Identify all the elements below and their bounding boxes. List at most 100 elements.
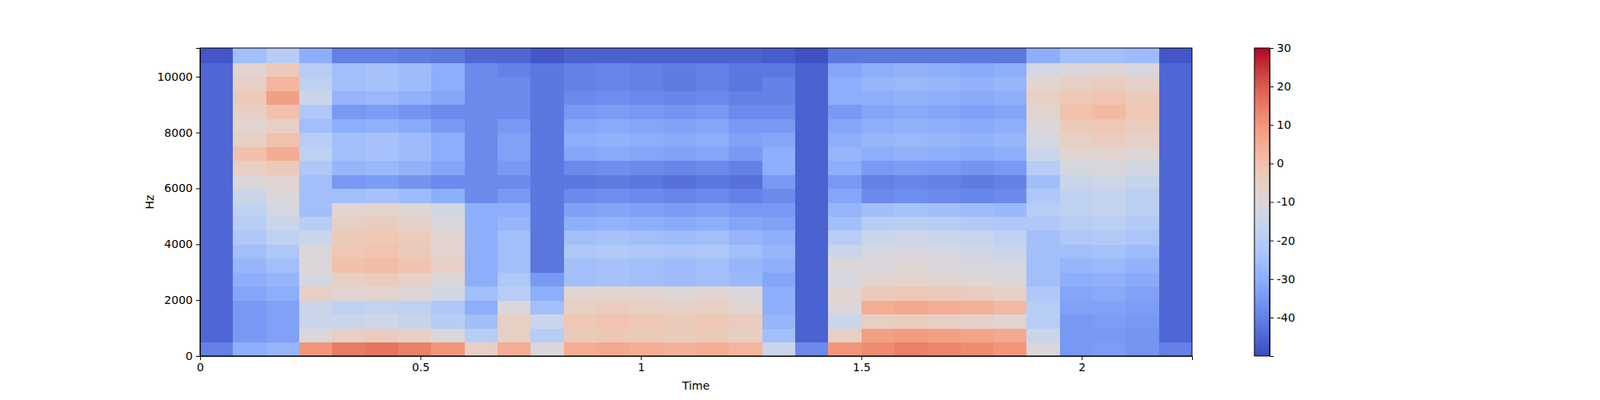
heatmap-cell: [1125, 258, 1160, 273]
heatmap-cell: [927, 258, 961, 273]
heatmap-cell: [266, 244, 300, 259]
heatmap-cell: [1125, 174, 1160, 189]
heatmap-cell: [1026, 314, 1060, 329]
heatmap-cell: [828, 258, 862, 273]
heatmap-cell: [696, 230, 730, 245]
heatmap-cell: [894, 258, 928, 273]
heatmap-cell: [497, 146, 532, 161]
heatmap-cell: [497, 202, 532, 217]
tick: -10: [1269, 195, 1296, 208]
heatmap-cell: [299, 272, 333, 287]
heatmap-cell: [728, 244, 763, 259]
heatmap-cell: [828, 132, 862, 148]
heatmap-cell: [596, 104, 631, 120]
heatmap-cell: [431, 342, 465, 356]
tick-label: 20: [1276, 80, 1292, 93]
heatmap-cell: [861, 118, 896, 133]
heatmap-cell: [1026, 244, 1060, 259]
heatmap-cell: [663, 160, 697, 176]
heatmap-cell: [232, 146, 267, 161]
heatmap-cell: [530, 188, 564, 203]
heatmap-cell: [365, 202, 400, 217]
heatmap-cell: [696, 300, 730, 315]
heatmap-cell: [795, 244, 829, 259]
heatmap-cell: [1092, 272, 1127, 287]
heatmap-cell: [464, 300, 499, 315]
heatmap-cell: [232, 62, 267, 77]
heatmap-cell: [398, 300, 432, 315]
heatmap-cell: [1092, 328, 1127, 343]
heatmap-cell: [497, 188, 532, 203]
heatmap-cell: [960, 146, 995, 161]
heatmap-cell: [762, 314, 796, 329]
heatmap-cell: [1092, 188, 1127, 203]
heatmap-cell: [728, 314, 763, 329]
heatmap-cell: [1092, 132, 1127, 148]
heatmap-cell: [795, 118, 829, 133]
tick-label: -10: [1276, 195, 1296, 208]
heatmap-cell: [663, 300, 697, 315]
tick: 8000: [164, 126, 200, 140]
heatmap-cell: [663, 258, 697, 273]
heatmap-cell: [1060, 230, 1094, 245]
heatmap-cell: [993, 104, 1028, 120]
heatmap-cell: [1159, 286, 1192, 301]
heatmap-cell: [795, 160, 829, 176]
heatmap-cell: [200, 258, 234, 273]
heatmap-cell: [795, 146, 829, 161]
heatmap-cell: [696, 314, 730, 329]
heatmap-cell: [728, 62, 763, 77]
heatmap-cell: [200, 160, 234, 176]
heatmap-cell: [464, 62, 499, 77]
tick: 4000: [164, 237, 200, 251]
heatmap-cell: [232, 272, 267, 287]
heatmap-cell: [795, 90, 829, 105]
heatmap-cell: [728, 48, 763, 64]
heatmap-cell: [960, 76, 995, 92]
heatmap-cell: [464, 188, 499, 203]
heatmap-cell: [299, 258, 333, 273]
heatmap-cell: [431, 216, 465, 231]
heatmap-cell: [927, 90, 961, 105]
heatmap-cell: [232, 258, 267, 273]
heatmap-cell: [365, 132, 400, 148]
heatmap-cell: [894, 216, 928, 231]
heatmap-cell: [564, 62, 598, 77]
heatmap-cell: [1159, 244, 1192, 259]
heatmap-cell: [828, 342, 862, 356]
heatmap-cell: [629, 132, 664, 148]
heatmap-cell: [696, 216, 730, 231]
heatmap-cell: [266, 62, 300, 77]
tick-label: -30: [1276, 272, 1296, 286]
heatmap-cell: [696, 286, 730, 301]
heatmap-cell: [200, 286, 234, 301]
heatmap-cell: [464, 146, 499, 161]
heatmap-cell: [232, 230, 267, 245]
heatmap-cell: [299, 76, 333, 92]
tick-mark: [1269, 124, 1274, 126]
heatmap-cell: [200, 272, 234, 287]
heatmap-cell: [332, 146, 366, 161]
heatmap-cell: [232, 342, 267, 356]
heatmap-cell: [530, 48, 564, 64]
heatmap-cell: [629, 118, 664, 133]
heatmap-cell: [861, 258, 896, 273]
heatmap-cell: [828, 48, 862, 64]
heatmap-cell: [1092, 90, 1127, 105]
heatmap-cell: [564, 286, 598, 301]
heatmap-cell: [266, 286, 300, 301]
heatmap-cell: [299, 146, 333, 161]
heatmap-cell: [596, 202, 631, 217]
heatmap-cell: [530, 132, 564, 148]
heatmap-cell: [1092, 48, 1127, 64]
tick: -30: [1269, 272, 1296, 286]
heatmap-cell: [266, 132, 300, 148]
heatmap-cell: [762, 286, 796, 301]
heatmap-cell: [762, 160, 796, 176]
heatmap-cell: [795, 272, 829, 287]
heatmap-cell: [861, 104, 896, 120]
heatmap-cell: [993, 230, 1028, 245]
heatmap-cell: [266, 216, 300, 231]
heatmap-cell: [993, 146, 1028, 161]
heatmap-cell: [232, 300, 267, 315]
